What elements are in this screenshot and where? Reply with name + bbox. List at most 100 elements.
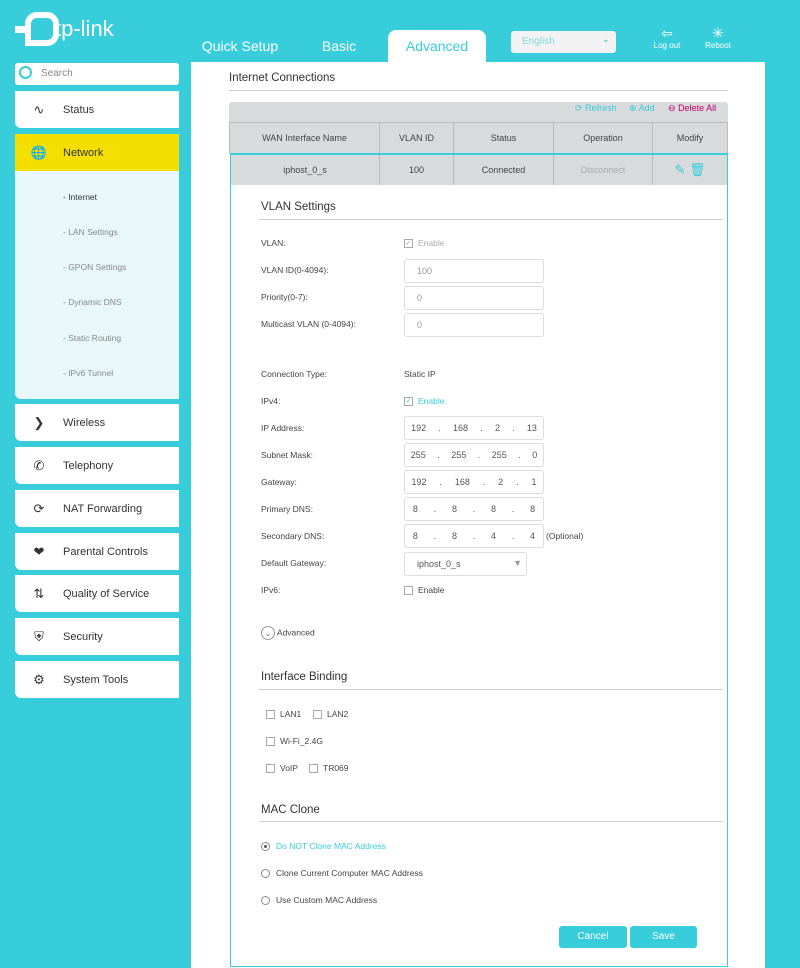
refresh-button[interactable]: ⟳ Refresh	[575, 103, 617, 114]
mac-clone-title: MAC Clone	[261, 804, 320, 816]
subnav-static-routing[interactable]: - Static Routing	[63, 333, 122, 343]
vlan-enable-checkbox[interactable]: ✓ Enable	[404, 238, 445, 249]
gear-icon: ⚙	[33, 671, 45, 687]
refresh-label: Refresh	[585, 103, 617, 113]
save-button[interactable]: Save	[630, 926, 697, 948]
pulse-icon: ∿	[33, 101, 45, 117]
sidebar-item-wireless[interactable]: ❯ Wireless	[15, 404, 179, 441]
optional-note: (Optional)	[546, 531, 584, 541]
edit-icon[interactable]: ✎	[674, 162, 686, 177]
subnav-lan-settings[interactable]: - LAN Settings	[63, 227, 118, 237]
divider	[259, 689, 723, 690]
subnav-gpon-settings[interactable]: - GPON Settings	[63, 262, 127, 272]
interface-binding-title: Interface Binding	[261, 671, 348, 683]
radio-clone-current[interactable]: Clone Current Computer MAC Address	[261, 868, 423, 879]
column-header: Operation	[554, 122, 653, 153]
reboot-button[interactable]: ✳ Reboot	[698, 25, 738, 50]
delete-all-button[interactable]: ⊖ Delete All	[668, 103, 716, 114]
default-gateway-select[interactable]: iphost_0_s ▼	[404, 552, 527, 576]
sidebar-item-telephony[interactable]: ✆ Telephony	[15, 447, 179, 484]
lan2-checkbox[interactable]: LAN2	[313, 709, 348, 720]
reboot-label: Reboot	[705, 41, 731, 50]
tab-quick-setup[interactable]: Quick Setup	[201, 38, 279, 54]
ipv6-enable-checkbox[interactable]: Enable	[404, 585, 445, 596]
delete-all-label: Delete All	[678, 103, 717, 113]
nav-label: Security	[63, 630, 103, 643]
nav-label: Parental Controls	[63, 545, 148, 558]
subnav-dynamic-dns[interactable]: - Dynamic DNS	[63, 297, 122, 307]
cell-status: Connected	[454, 155, 554, 185]
wifi-icon: ❯	[33, 414, 45, 430]
cancel-button[interactable]: Cancel	[559, 926, 627, 948]
column-header: VLAN ID	[380, 122, 454, 153]
radio-custom-mac[interactable]: Use Custom MAC Address	[261, 895, 377, 906]
page-title: Internet Connections	[229, 72, 336, 84]
nat-icon: ⟳	[33, 500, 45, 516]
nav-label: Network	[63, 146, 104, 159]
subnav-internet[interactable]: - Internet	[63, 192, 98, 202]
sidebar-item-qos[interactable]: ⇅ Quality of Service	[15, 575, 179, 612]
multicast-vlan-input[interactable]: 0	[404, 313, 544, 337]
sidebar-item-status[interactable]: ∿ Status	[15, 91, 179, 128]
language-select[interactable]: English ⌄	[511, 31, 616, 53]
vlan-settings-title: VLAN Settings	[261, 201, 336, 213]
column-header: WAN Interface Name	[229, 122, 380, 153]
gateway-input[interactable]: 192. 168. 2. 1	[404, 470, 544, 494]
refresh-icon: ⟳	[575, 103, 583, 113]
vlan-id-input[interactable]: 100	[404, 259, 544, 283]
language-value: English	[522, 36, 555, 47]
voip-checkbox[interactable]: VoIP	[266, 763, 298, 774]
search-input[interactable]: Search	[15, 63, 179, 85]
enable-label: Enable	[418, 238, 445, 248]
primary-dns-input[interactable]: 8.8.8.8	[404, 497, 544, 521]
modify-cell: ✎ 🗑	[653, 155, 727, 185]
search-placeholder: Search	[41, 68, 73, 79]
nav-label: Wireless	[63, 416, 106, 429]
wifi-2.4g-checkbox[interactable]: Wi-Fi_2.4G	[266, 736, 323, 747]
lan1-checkbox[interactable]: LAN1	[266, 709, 301, 720]
logout-label: Log out	[653, 41, 681, 50]
disconnect-button[interactable]: Disconnect	[554, 155, 653, 185]
add-button[interactable]: ⊕ Add	[629, 103, 655, 114]
radio-do-not-clone[interactable]: Do NOT Clone MAC Address	[261, 841, 386, 852]
advanced-toggle[interactable]: ⌄ Advanced	[261, 626, 315, 640]
default-gateway-value: iphost_0_s	[417, 559, 461, 569]
gateway-label: Gateway:	[261, 477, 297, 487]
subnav-ipv6-tunnel[interactable]: - IPv6 Tunnel	[63, 368, 114, 378]
network-submenu: - Internet - LAN Settings - GPON Setting…	[15, 171, 179, 399]
sidebar-item-system-tools[interactable]: ⚙ System Tools	[15, 661, 179, 698]
logout-button[interactable]: ⇦ Log out	[647, 25, 687, 50]
main-panel	[191, 62, 765, 968]
mask-label: Subnet Mask:	[261, 450, 313, 460]
connection-type-value: Static IP	[404, 369, 436, 379]
divider	[259, 821, 723, 822]
sidebar-item-network[interactable]: 🌐 Network	[15, 134, 179, 171]
sidebar-item-security[interactable]: ⛨ Security	[15, 618, 179, 655]
sidebar-item-nat-forwarding[interactable]: ⟳ NAT Forwarding	[15, 490, 179, 527]
dropdown-arrow-icon: ▼	[513, 558, 522, 568]
search-icon	[19, 66, 32, 79]
ipv4-label: IPv4:	[261, 396, 281, 406]
nav-label: NAT Forwarding	[63, 502, 143, 515]
secondary-dns-input[interactable]: 8.8.4.4	[404, 524, 544, 548]
sidebar-item-parental-controls[interactable]: ❤ Parental Controls	[15, 533, 179, 570]
ip-address-input[interactable]: 192. 168. 2. 13	[404, 416, 544, 440]
advanced-label: Advanced	[276, 627, 315, 638]
trash-icon[interactable]: 🗑	[689, 162, 706, 177]
nav-label: Status	[63, 103, 95, 116]
vlan-label: VLAN:	[261, 238, 286, 248]
subnet-mask-input[interactable]: 255. 255. 255. 0	[404, 443, 544, 467]
enable-label: Enable	[418, 585, 445, 595]
plus-circle-icon: ⊕	[629, 103, 637, 113]
tab-advanced[interactable]: Advanced	[388, 30, 486, 62]
tr069-checkbox[interactable]: TR069	[309, 763, 349, 774]
ipv4-enable-checkbox[interactable]: ✓ Enable	[404, 396, 445, 407]
ip-label: IP Address:	[261, 423, 305, 433]
divider	[259, 219, 723, 220]
cell-name: iphost_0_s	[231, 155, 380, 185]
priority-label: Priority(0-7):	[261, 292, 308, 302]
ipv6-label: IPv6:	[261, 585, 281, 595]
heart-icon: ❤	[33, 543, 45, 559]
priority-input[interactable]: 0	[404, 286, 544, 310]
tab-basic[interactable]: Basic	[321, 38, 357, 54]
